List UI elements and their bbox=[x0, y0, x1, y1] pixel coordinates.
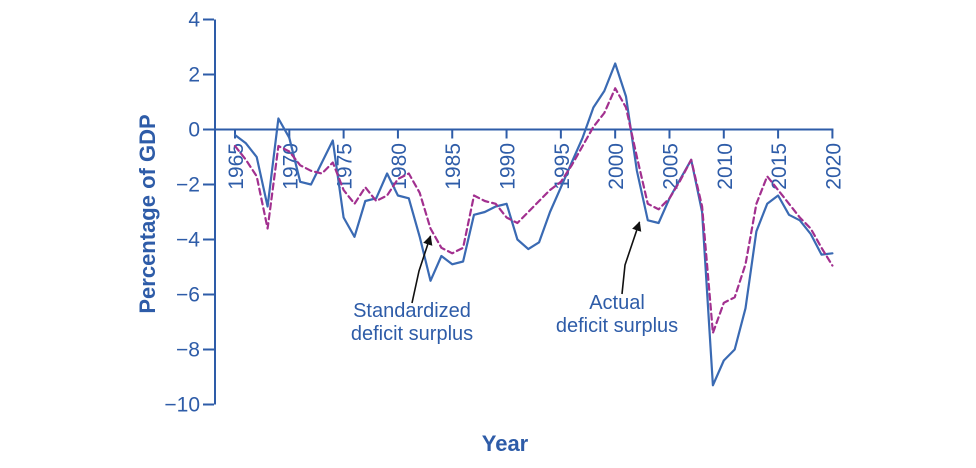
actual-annotation-arrow bbox=[621, 221, 642, 295]
y-tick-label: 4 bbox=[188, 9, 200, 32]
standardized-series-label-line1: Standardized bbox=[353, 300, 471, 322]
standardized-deficit-line bbox=[233, 87, 834, 335]
x-tick-label: 1970 bbox=[279, 143, 302, 190]
x-tick-label: 2015 bbox=[768, 143, 791, 190]
x-tick-label: 1965 bbox=[225, 143, 248, 190]
standardized-annotation-arrow bbox=[411, 235, 433, 304]
x-tick-label: 2010 bbox=[714, 143, 737, 190]
actual-series-label-line1: Actual bbox=[589, 292, 645, 314]
actual-series-label: Actual deficit surplus bbox=[534, 292, 700, 338]
x-axis-title: Year bbox=[481, 431, 529, 456]
standardized-series-label: Standardized deficit surplus bbox=[329, 300, 495, 346]
y-tick-label: −4 bbox=[176, 229, 200, 252]
x-tick-label: 1990 bbox=[497, 143, 520, 190]
y-tick-label: 2 bbox=[188, 64, 200, 87]
y-tick-label: 0 bbox=[188, 119, 200, 142]
annotation-arrows bbox=[411, 221, 642, 304]
actual-deficit-line bbox=[233, 62, 834, 387]
x-tick-label: 2005 bbox=[659, 143, 682, 190]
y-tick-label: −2 bbox=[176, 174, 200, 197]
x-tick-label: 2020 bbox=[822, 143, 845, 190]
y-tick-label: −10 bbox=[164, 394, 200, 417]
x-tick-label: 1995 bbox=[551, 143, 574, 190]
x-tick-label: 1980 bbox=[388, 143, 411, 190]
x-tick-label: 2000 bbox=[605, 143, 628, 190]
data-series bbox=[233, 62, 834, 387]
y-tick-label: −6 bbox=[176, 284, 200, 307]
actual-series-label-line2: deficit surplus bbox=[555, 315, 679, 337]
standardized-series-label-line2: deficit surplus bbox=[350, 323, 474, 345]
y-tick-label: −8 bbox=[176, 339, 200, 362]
x-tick-label: 1985 bbox=[442, 143, 465, 190]
y-axis-title: Percentage of GDP bbox=[135, 114, 160, 314]
